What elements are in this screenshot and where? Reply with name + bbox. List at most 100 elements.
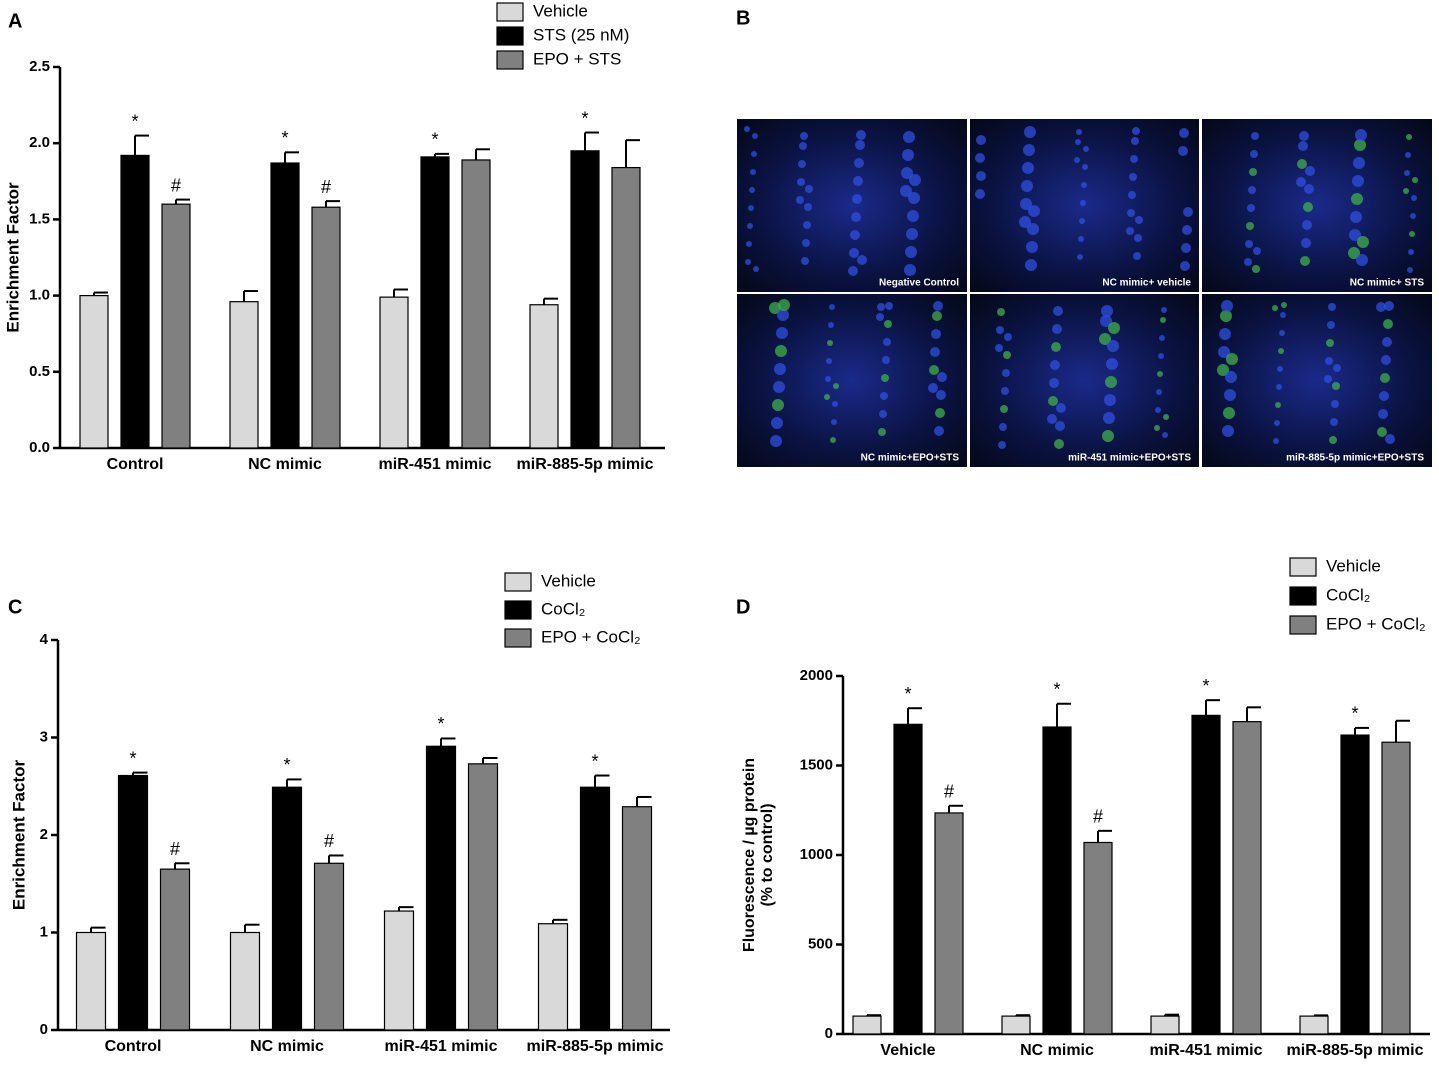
annotation: # xyxy=(944,782,954,802)
cell xyxy=(877,303,885,311)
bar xyxy=(420,156,450,449)
cell xyxy=(1305,166,1315,176)
cell xyxy=(1385,434,1395,444)
cell xyxy=(1412,177,1418,183)
x-tick-label: miR-885-5p mimic xyxy=(517,456,654,473)
legend-swatch xyxy=(504,628,532,648)
legend-label: CoCl₂ xyxy=(1326,585,1370,604)
bar xyxy=(75,931,107,1031)
cell xyxy=(827,340,833,346)
annotation: * xyxy=(904,684,911,704)
y-tick-label: 500 xyxy=(808,935,833,952)
cell xyxy=(1101,305,1113,317)
cell xyxy=(804,203,812,211)
micrograph xyxy=(1202,294,1432,467)
cell xyxy=(1103,412,1115,424)
cell xyxy=(776,327,788,339)
bar xyxy=(621,806,653,1031)
cell xyxy=(1000,405,1008,413)
micrograph-label: miR-451 mimic+EPO+STS xyxy=(1068,453,1191,464)
cell xyxy=(999,423,1007,431)
cell xyxy=(995,344,1003,352)
cell xyxy=(902,149,914,161)
y-axis-label: Enrichment Factor xyxy=(9,760,28,911)
annotation: # xyxy=(324,831,334,851)
annotation: # xyxy=(171,175,181,195)
cell xyxy=(1077,254,1083,260)
x-tick-label: NC mimic xyxy=(1020,1042,1094,1059)
cell xyxy=(1022,162,1034,174)
cell xyxy=(1274,420,1280,426)
cell xyxy=(1105,376,1117,388)
bar xyxy=(852,1015,882,1035)
bar xyxy=(579,786,611,1031)
cell xyxy=(878,428,886,436)
cell xyxy=(771,417,783,429)
annotation: * xyxy=(437,714,444,734)
cell xyxy=(1410,213,1416,219)
legend-label: Vehicle xyxy=(533,1,588,20)
cell xyxy=(1160,317,1166,323)
y-tick-label: 2 xyxy=(40,826,48,843)
legend-label: STS (25 nM) xyxy=(533,25,629,44)
cell xyxy=(1157,371,1163,377)
bar xyxy=(611,166,641,449)
cell xyxy=(879,410,887,418)
bar xyxy=(1191,714,1221,1035)
cell xyxy=(799,142,807,150)
x-tick-label: miR-885-5p mimic xyxy=(1287,1042,1424,1059)
cell xyxy=(1324,375,1332,383)
cell xyxy=(830,437,836,443)
cell xyxy=(801,257,809,265)
cell xyxy=(1028,205,1040,217)
annotation: * xyxy=(131,111,138,131)
cell xyxy=(1299,131,1309,141)
cell xyxy=(998,441,1006,449)
cell xyxy=(1054,439,1064,449)
cell xyxy=(1179,128,1189,138)
cell xyxy=(1296,177,1306,187)
cell xyxy=(851,212,861,222)
y-tick-label: 1.0 xyxy=(29,287,50,304)
cell xyxy=(750,169,756,175)
cell xyxy=(1329,436,1337,444)
legend-swatch xyxy=(1289,557,1317,577)
cell xyxy=(903,131,915,143)
cell xyxy=(975,189,985,199)
cell xyxy=(1024,126,1036,138)
cell xyxy=(1161,307,1167,313)
cell xyxy=(797,178,805,186)
cell xyxy=(1327,321,1335,329)
cell xyxy=(885,302,893,310)
y-tick-label: 1000 xyxy=(800,846,833,863)
cell xyxy=(1020,198,1032,210)
cell xyxy=(1384,301,1394,311)
cell xyxy=(884,320,892,328)
cell xyxy=(1351,193,1363,205)
cell xyxy=(1253,247,1261,255)
cell xyxy=(1129,173,1137,181)
bar xyxy=(1232,721,1262,1035)
legend-label: EPO + CoCl₂ xyxy=(1326,614,1426,633)
cell xyxy=(774,363,786,375)
cell xyxy=(1407,267,1413,273)
cell xyxy=(883,338,891,346)
cell xyxy=(1411,195,1417,201)
cell xyxy=(1273,438,1279,444)
cell xyxy=(1075,139,1081,145)
cell xyxy=(934,426,944,436)
cell xyxy=(1381,355,1391,365)
cell xyxy=(829,304,835,310)
cell xyxy=(937,372,947,382)
cell xyxy=(1027,223,1039,235)
y-tick-label: 0.0 xyxy=(29,439,50,456)
cell xyxy=(1181,243,1191,253)
panel-label: C xyxy=(8,596,22,618)
legend-label: CoCl₂ xyxy=(541,599,585,618)
cell xyxy=(1277,366,1283,372)
cell xyxy=(1352,175,1364,187)
x-tick-label: miR-451 mimic xyxy=(1150,1042,1263,1059)
cell xyxy=(1249,168,1257,176)
micrograph xyxy=(970,294,1199,467)
bar xyxy=(229,931,261,1031)
